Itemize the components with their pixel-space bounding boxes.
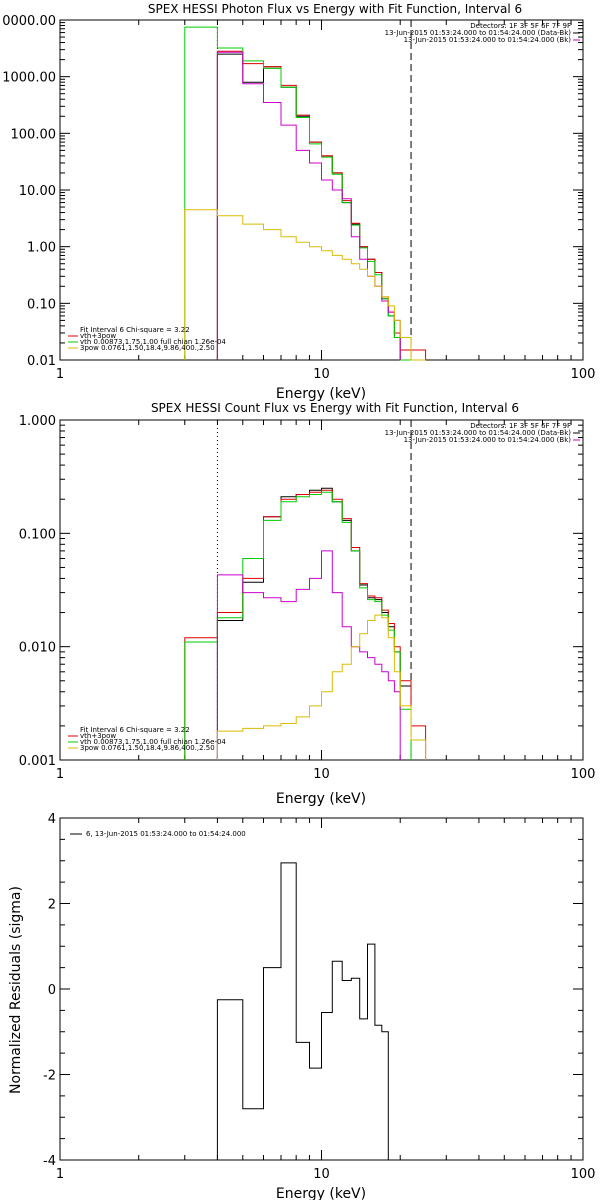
x-tick-label: 1 bbox=[56, 1167, 64, 1182]
y-tick-label: 1.00 bbox=[27, 241, 56, 256]
x-tick-label: 100 bbox=[571, 767, 596, 782]
x-tick-label: 10 bbox=[313, 1167, 330, 1182]
residuals-axes bbox=[59, 817, 584, 1161]
y-tick-label: 100.00 bbox=[11, 127, 57, 142]
legend-bottom-entry: vth 0.00873,1.75,1.00 full chian 1.26e-0… bbox=[80, 738, 226, 746]
count-flux-legend: Detectors: 1F 3F 5F 6F 7F 9F13-Jun-2015 … bbox=[68, 422, 580, 752]
legend-bottom-entry: Fit Interval 6 Chi-square = 3.22 bbox=[80, 326, 190, 334]
legend-top-entry: 13-Jun-2015 01:53:24.000 to 01:54:24.000… bbox=[385, 429, 572, 437]
residuals-legend: 6, 13-Jun-2015 01:53:24.000 to 01:54:24.… bbox=[70, 830, 246, 838]
y-tick-label: 0.100 bbox=[19, 527, 56, 542]
histogram-series-line bbox=[216, 550, 401, 760]
x-tick-label: 10 bbox=[313, 367, 330, 382]
y-tick-label: 4 bbox=[48, 812, 56, 827]
x-tick-label: 1 bbox=[56, 767, 64, 782]
histogram-series-line bbox=[216, 862, 389, 1160]
x-tick-label: 1 bbox=[56, 367, 64, 382]
y-tick-label: 1000.00 bbox=[2, 71, 56, 86]
legend-entry: 6, 13-Jun-2015 01:53:24.000 to 01:54:24.… bbox=[86, 830, 246, 838]
residuals-series bbox=[216, 862, 389, 1160]
photon-flux-series bbox=[184, 20, 427, 361]
legend-top-entry: Detectors: 1F 3F 5F 6F 7F 9F bbox=[470, 22, 571, 30]
count-flux-axes bbox=[59, 419, 584, 761]
y-tick-label: 2 bbox=[48, 898, 56, 913]
residuals-ticks: 1 10 100 -4 -2 0 2 4 bbox=[43, 812, 595, 1182]
y-tick-label: 0.001 bbox=[19, 754, 56, 769]
photon-flux-axes bbox=[59, 19, 584, 361]
histogram-series-line bbox=[216, 53, 411, 361]
photon-flux-title: SPEX HESSI Photon Flux vs Energy with Fi… bbox=[148, 2, 522, 16]
photon-flux-ticks: 1 10 100 0.01 0.10 1.00 10.00 100.00 1000.00 0000… bbox=[2, 14, 595, 382]
photon-flux-legend: Detectors: 1F 3F 5F 6F 7F 9F13-Jun-2015 … bbox=[68, 22, 580, 352]
photon-flux-panel: SPEX HESSI Photon Flux vs Energy with Fi… bbox=[2, 2, 595, 402]
count-flux-panel: SPEX HESSI Count Flux vs Energy with Fit… bbox=[19, 401, 596, 807]
y-tick-label: 0.01 bbox=[27, 354, 56, 369]
x-tick-label: 100 bbox=[571, 367, 596, 382]
y-tick-label: 10.00 bbox=[19, 184, 56, 199]
legend-top-entry: 13-Jun-2015 01:53:24.000 to 01:54:24.000… bbox=[404, 436, 572, 444]
count-flux-xlabel: Energy (keV) bbox=[276, 791, 366, 807]
y-tick-label: 1.000 bbox=[19, 414, 56, 429]
x-tick-label: 100 bbox=[571, 1167, 596, 1182]
histogram-series-line bbox=[184, 491, 412, 760]
legend-bottom-entry: 3pow 0.0761,1.50,18.4,9.86,400.,2.50 bbox=[80, 344, 215, 352]
x-tick-label: 10 bbox=[313, 767, 330, 782]
y-tick-label: -2 bbox=[43, 1069, 56, 1084]
histogram-series-line bbox=[216, 487, 412, 760]
legend-top-entry: 13-Jun-2015 01:53:24.000 to 01:54:24.000… bbox=[385, 29, 572, 37]
y-tick-label: 0.010 bbox=[19, 641, 56, 656]
photon-flux-xlabel: Energy (keV) bbox=[276, 386, 366, 402]
histogram-series-line bbox=[216, 614, 427, 760]
histogram-series-line bbox=[216, 51, 401, 360]
y-tick-label: -4 bbox=[43, 1154, 56, 1169]
legend-top-entry: Detectors: 1F 3F 5F 6F 7F 9F bbox=[470, 422, 571, 430]
legend-top-entry: 13-Jun-2015 01:53:24.000 to 01:54:24.000… bbox=[404, 36, 572, 44]
residuals-xlabel: Energy (keV) bbox=[276, 1186, 366, 1200]
histogram-series-line bbox=[184, 26, 411, 361]
legend-bottom-entry: 3pow 0.0761,1.50,18.4,9.86,400.,2.50 bbox=[80, 744, 215, 752]
count-flux-title: SPEX HESSI Count Flux vs Energy with Fit… bbox=[151, 401, 519, 415]
histogram-series-line bbox=[184, 209, 426, 361]
residuals-panel: 1 10 100 -4 -2 0 2 4 6, 13-Jun-2015 01:53:24.00… bbox=[8, 812, 595, 1200]
residuals-ylabel: Normalized Residuals (sigma) bbox=[8, 886, 24, 1094]
count-flux-ticks: 1 10 100 0.001 0.010 0.100 1.000 bbox=[19, 414, 596, 782]
y-tick-label: 0000.00 bbox=[2, 14, 56, 29]
y-tick-label: 0 bbox=[48, 983, 56, 998]
y-tick-label: 0.10 bbox=[27, 297, 56, 312]
legend-bottom-entry: vth+3pow bbox=[80, 332, 116, 340]
count-flux-series bbox=[184, 420, 427, 760]
legend-bottom-entry: vth+3pow bbox=[80, 732, 116, 740]
legend-bottom-entry: vth 0.00873,1.75,1.00 full chian 1.26e-0… bbox=[80, 338, 226, 346]
histogram-series-line bbox=[184, 489, 427, 760]
legend-bottom-entry: Fit Interval 6 Chi-square = 3.22 bbox=[80, 726, 190, 734]
